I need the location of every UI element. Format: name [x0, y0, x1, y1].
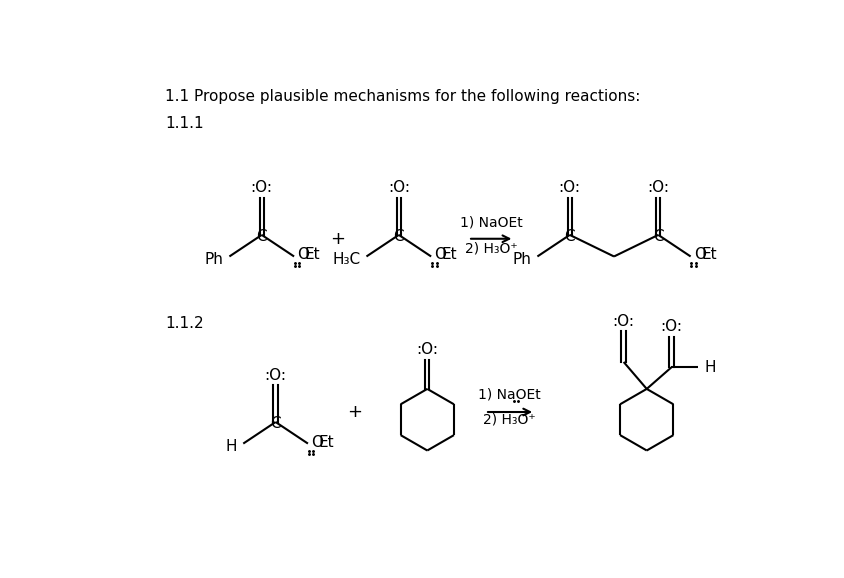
Text: :O:: :O: [251, 180, 273, 195]
Text: H: H [704, 360, 715, 375]
Text: O: O [434, 247, 446, 262]
Text: 1.1.1: 1.1.1 [165, 116, 204, 131]
Text: O: O [693, 247, 705, 262]
Text: :O:: :O: [647, 180, 668, 195]
Text: O: O [311, 435, 322, 450]
Text: 1.1.2: 1.1.2 [165, 316, 204, 331]
Text: :O:: :O: [387, 180, 409, 195]
Text: 2) H₃O⁺: 2) H₃O⁺ [464, 242, 517, 256]
Text: +: + [329, 230, 344, 248]
Text: :O:: :O: [558, 180, 580, 195]
Text: 1) NaOEt: 1) NaOEt [478, 388, 540, 402]
Text: Ph: Ph [511, 252, 531, 267]
Text: :O:: :O: [660, 319, 682, 334]
Text: :O:: :O: [416, 342, 438, 357]
Text: C: C [270, 416, 280, 431]
Text: H: H [225, 439, 237, 454]
Text: Et: Et [441, 247, 457, 262]
Text: :O:: :O: [612, 314, 634, 329]
Text: C: C [256, 229, 267, 244]
Text: Ph: Ph [204, 252, 223, 267]
Text: C: C [564, 229, 575, 244]
Text: Et: Et [305, 247, 320, 262]
Text: C: C [393, 229, 403, 244]
Text: H₃C: H₃C [332, 252, 360, 267]
Text: C: C [652, 229, 663, 244]
Text: O: O [297, 247, 309, 262]
Text: :O:: :O: [264, 368, 286, 383]
Text: Et: Et [318, 435, 334, 450]
Text: 1.1 Propose plausible mechanisms for the following reactions:: 1.1 Propose plausible mechanisms for the… [165, 89, 640, 104]
Text: 1) NaOEt: 1) NaOEt [459, 216, 522, 229]
Text: +: + [346, 403, 361, 421]
Text: Et: Et [701, 247, 717, 262]
Text: 2) H₃O⁺: 2) H₃O⁺ [483, 413, 535, 427]
